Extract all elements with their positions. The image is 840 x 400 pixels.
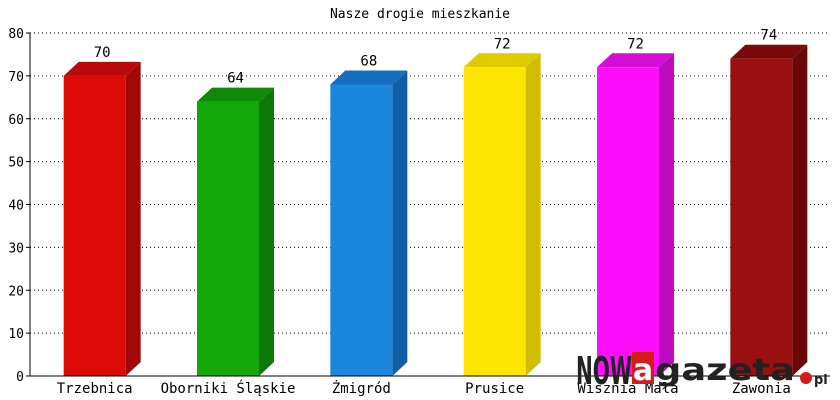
x-tick-label: Oborniki Śląskie [161, 379, 296, 397]
bar-value-label: 72 [627, 36, 644, 52]
watermark-logo: NOW a gazeta pl [576, 349, 828, 393]
bar-side [125, 61, 141, 376]
watermark-part2: gazeta [655, 353, 795, 388]
bar-value-label: 72 [494, 36, 511, 52]
bar [330, 70, 408, 376]
bar [63, 61, 141, 376]
y-tick-label: 50 [8, 156, 24, 171]
bar-side [392, 70, 408, 376]
x-tick-label: Wisznia Mała [577, 381, 678, 397]
x-tick-label: Trzebnica [57, 381, 133, 397]
y-axis-ticks: 0 10 20 30 40 50 60 70 80 [8, 27, 30, 385]
bar-top [463, 53, 541, 68]
x-tick-label: Prusice [465, 381, 524, 397]
bar-side [659, 53, 674, 377]
watermark-part1: NOW [576, 349, 632, 393]
value-labels: 70 Trzebnica 64 Oborniki Śląskie 68 Żmigród 72… [57, 28, 791, 397]
bar-top [597, 53, 674, 68]
y-tick-label: 0 [16, 370, 24, 385]
y-tick-label: 80 [8, 27, 24, 42]
bar [197, 87, 274, 376]
x-tick-label: Zawonia [732, 381, 791, 397]
bar-front [330, 84, 393, 376]
bar-front [197, 101, 259, 376]
bar-top [330, 70, 408, 85]
watermark-tld: pl [814, 373, 828, 388]
bar-front [63, 75, 126, 376]
y-tick-label: 30 [8, 241, 24, 256]
bar-value-label: 70 [94, 45, 111, 61]
watermark-letter-box [632, 352, 654, 384]
bar-side [525, 53, 541, 377]
x-tick-label: Żmigród [332, 379, 391, 397]
bar-value-label: 74 [760, 28, 777, 44]
axes [26, 33, 830, 377]
chart-title: Nasze drogie mieszkanie [330, 7, 510, 22]
y-tick-label: 20 [8, 284, 24, 299]
bar-value-label: 64 [227, 71, 244, 87]
bar-top [730, 44, 808, 59]
y-tick-label: 70 [8, 70, 24, 85]
watermark-letter: a [633, 353, 653, 388]
bar-side [792, 44, 808, 376]
watermark-dot [800, 372, 812, 384]
y-tick-label: 60 [8, 113, 24, 128]
bars [63, 44, 808, 377]
bar-front [463, 67, 526, 377]
bar-top [63, 61, 141, 76]
bar-top [197, 87, 274, 102]
bar-side [259, 87, 274, 376]
bar [730, 44, 808, 376]
bar-front [730, 58, 793, 376]
bar [463, 53, 541, 377]
y-tick-label: 40 [8, 199, 24, 214]
grid-lines [30, 32, 830, 334]
bar [597, 53, 674, 377]
bar-value-label: 68 [360, 53, 377, 69]
y-tick-label: 10 [8, 327, 24, 342]
bar-front [597, 67, 659, 377]
